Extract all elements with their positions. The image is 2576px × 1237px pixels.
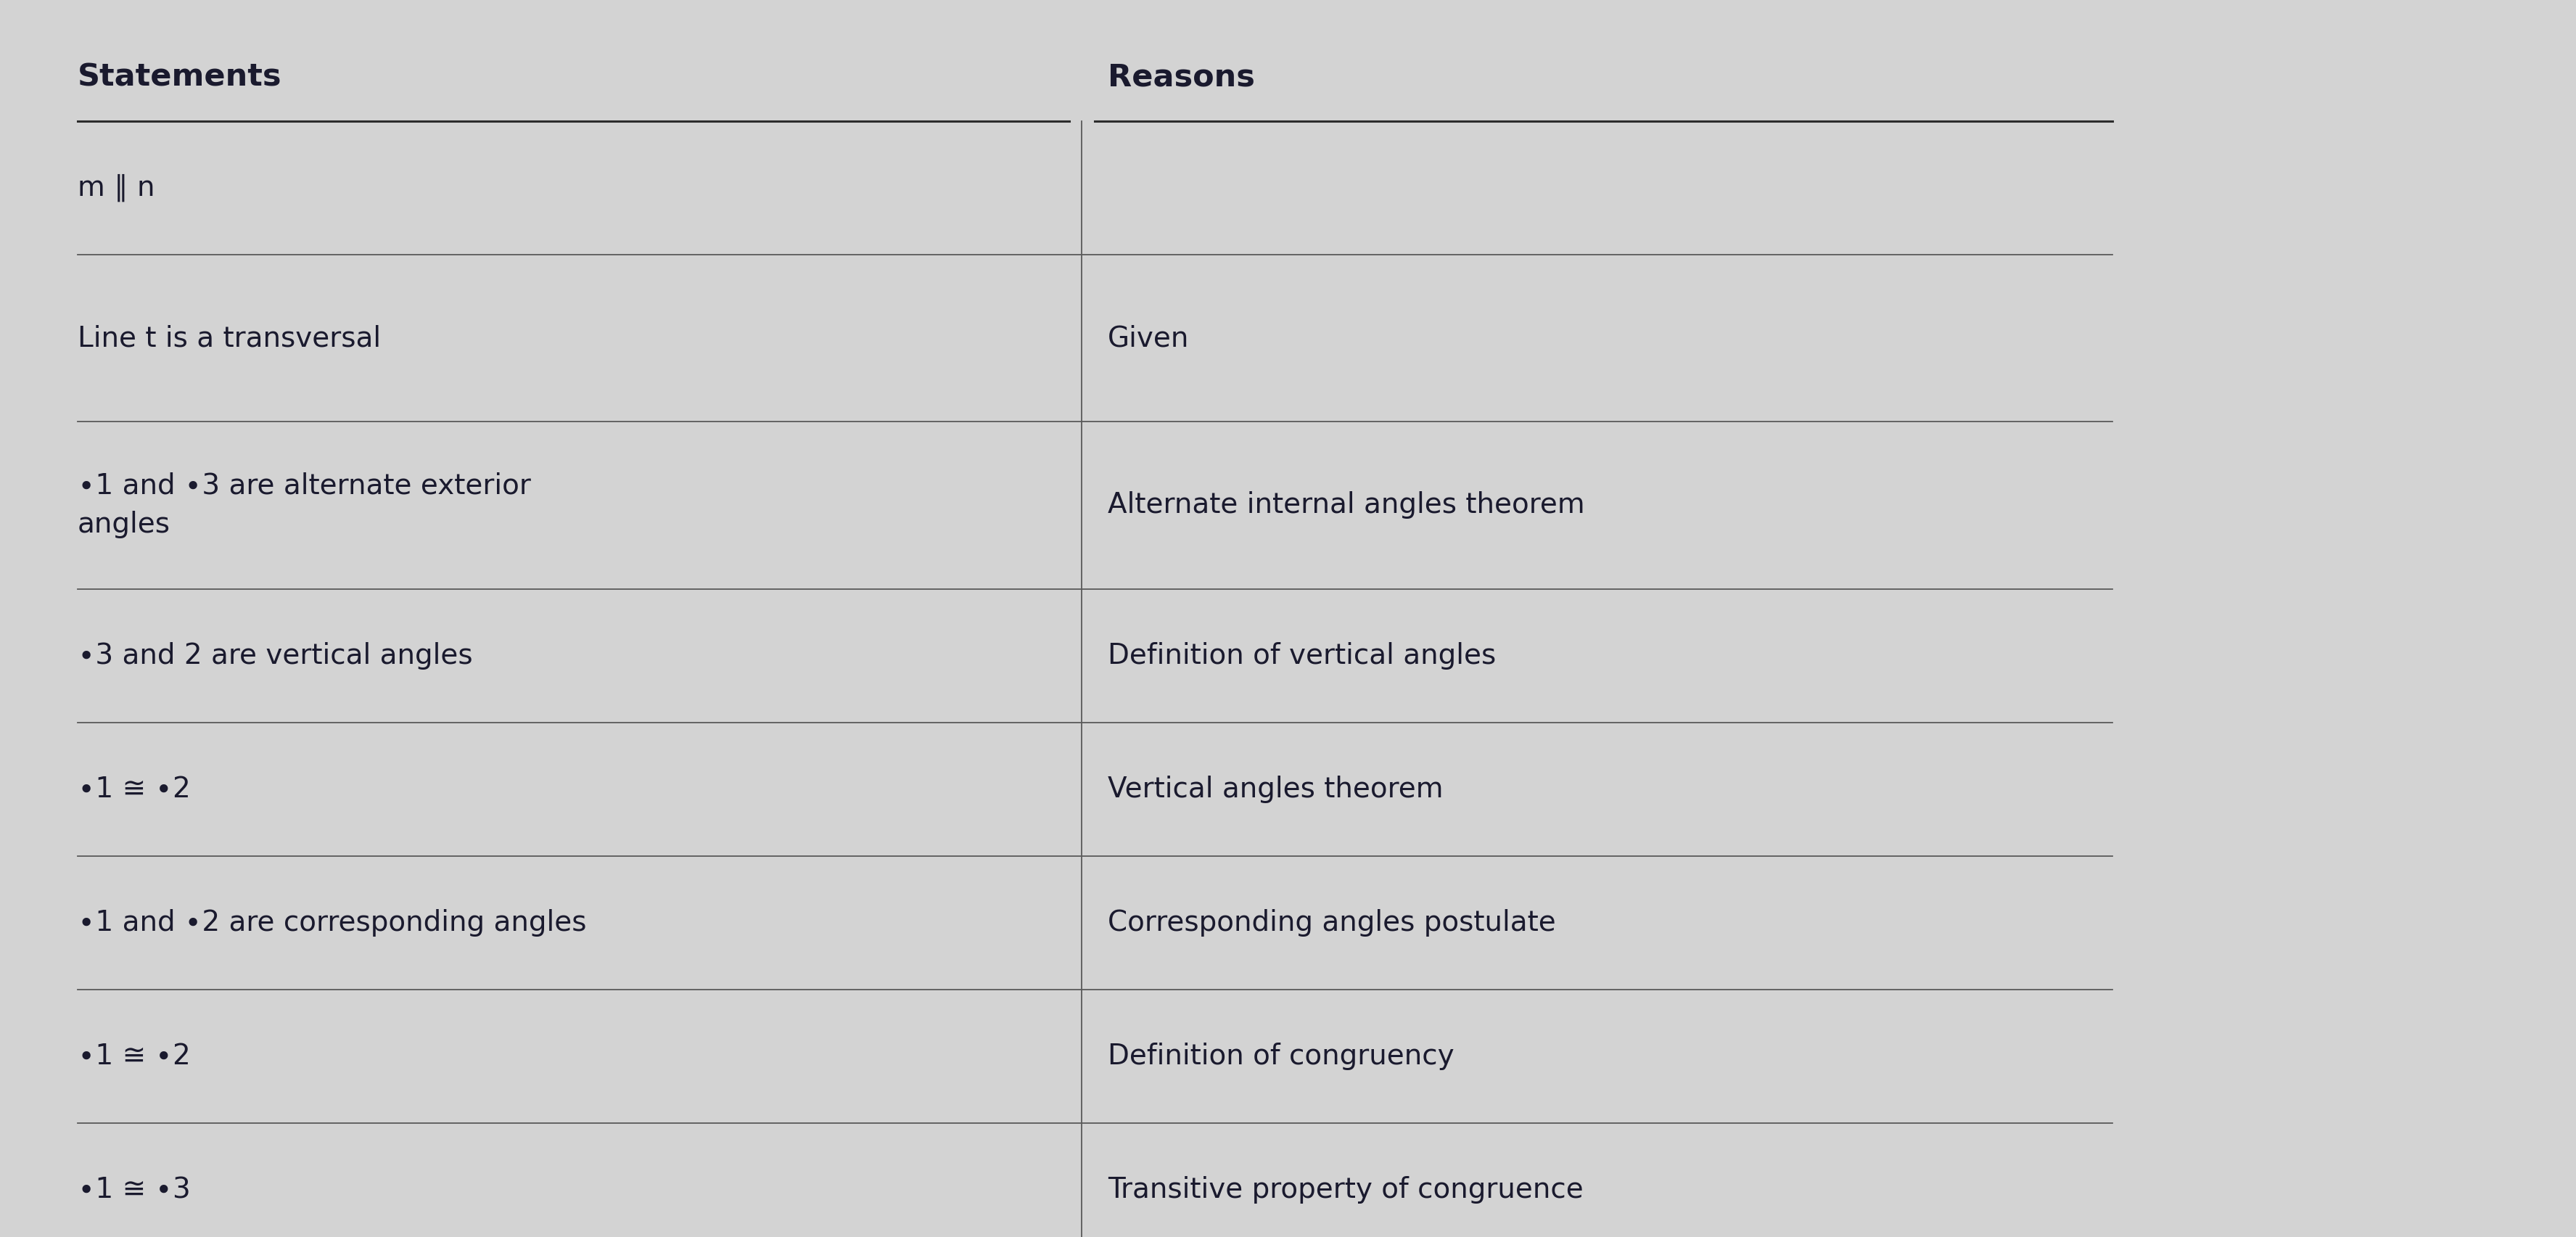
Text: Vertical angles theorem: Vertical angles theorem bbox=[1108, 776, 1443, 803]
Text: Definition of vertical angles: Definition of vertical angles bbox=[1108, 642, 1497, 669]
Text: ∙3 and 2 are vertical angles: ∙3 and 2 are vertical angles bbox=[77, 642, 471, 669]
Text: ∙1 and ∙2 are corresponding angles: ∙1 and ∙2 are corresponding angles bbox=[77, 909, 587, 936]
Text: ∙1 and ∙3 are alternate exterior
angles: ∙1 and ∙3 are alternate exterior angles bbox=[77, 473, 531, 538]
Text: Statements: Statements bbox=[77, 62, 281, 93]
Text: Reasons: Reasons bbox=[1108, 62, 1255, 93]
Text: ∙1 ≅ ∙3: ∙1 ≅ ∙3 bbox=[77, 1176, 191, 1204]
Text: Alternate internal angles theorem: Alternate internal angles theorem bbox=[1108, 491, 1584, 520]
Text: Corresponding angles postulate: Corresponding angles postulate bbox=[1108, 909, 1556, 936]
Text: Line t is a transversal: Line t is a transversal bbox=[77, 324, 381, 353]
Text: Given: Given bbox=[1108, 324, 1190, 353]
Text: ∙1 ≅ ∙2: ∙1 ≅ ∙2 bbox=[77, 1043, 191, 1070]
Text: m ∥ n: m ∥ n bbox=[77, 174, 155, 202]
Text: ∙1 ≅ ∙2: ∙1 ≅ ∙2 bbox=[77, 776, 191, 803]
Text: Transitive property of congruence: Transitive property of congruence bbox=[1108, 1176, 1584, 1204]
Text: Definition of congruency: Definition of congruency bbox=[1108, 1043, 1455, 1070]
